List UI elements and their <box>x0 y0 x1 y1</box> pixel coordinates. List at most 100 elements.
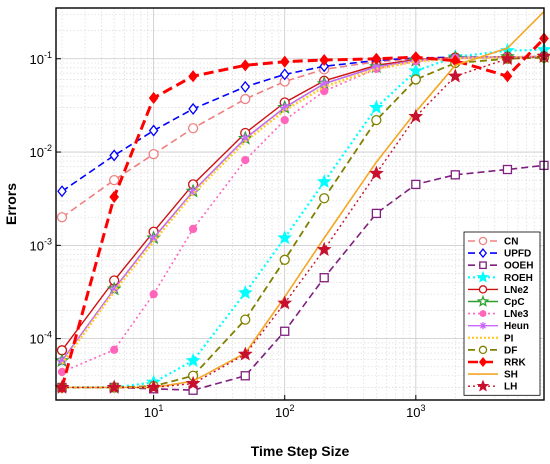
grid <box>56 8 544 400</box>
legend-label: LNe2 <box>504 285 529 296</box>
rrk-marker <box>319 53 330 67</box>
legend-entry-roeh: ROEH <box>468 270 533 284</box>
df-marker <box>410 74 421 85</box>
rrk-marker <box>371 52 382 65</box>
legend-label: ROEH <box>504 273 533 284</box>
cn-marker <box>240 93 251 105</box>
y-tick-label: 10-3 <box>30 236 52 253</box>
cn-marker <box>187 123 199 134</box>
roeh-marker <box>369 99 384 114</box>
upfd-marker <box>279 68 290 81</box>
lh-marker <box>408 108 424 123</box>
roeh-marker <box>316 173 332 189</box>
heun-marker <box>57 356 67 366</box>
legend-entry-sh: SH <box>468 370 518 381</box>
legend-label: CN <box>504 237 518 248</box>
lne3-marker <box>57 367 67 377</box>
legend-entry-pi: PI <box>468 333 514 344</box>
legend-label: RRK <box>504 358 526 369</box>
ooeh-marker <box>450 170 460 180</box>
legend-label: LH <box>504 382 517 393</box>
legend-label: LNe3 <box>504 309 529 320</box>
rrk-marker <box>148 91 159 105</box>
df-marker <box>279 254 290 265</box>
lne3-marker <box>149 289 158 299</box>
heun-marker <box>109 284 119 294</box>
ooeh-marker <box>479 261 487 270</box>
lh-marker <box>500 51 515 66</box>
x-tick-label: 103 <box>406 403 425 420</box>
roeh-marker <box>185 352 201 368</box>
ooeh-marker <box>319 273 329 283</box>
legend-label: Heun <box>504 321 529 332</box>
rrk-marker <box>240 59 251 72</box>
lh-marker <box>237 346 253 361</box>
legend-label: DF <box>504 345 517 356</box>
upfd-marker <box>57 185 67 198</box>
upfd-marker <box>109 149 119 162</box>
legend-label: OOEH <box>504 261 533 272</box>
legend-label: UPFD <box>504 249 531 260</box>
legend-label: PI <box>504 333 514 344</box>
rrk-marker <box>188 70 198 83</box>
y-tick-label: 10-2 <box>30 143 52 160</box>
rrk-marker <box>502 70 513 83</box>
upfd-marker <box>478 248 488 259</box>
legend-entry-heun: Heun <box>468 321 529 332</box>
df-marker <box>319 193 330 204</box>
rrk-marker <box>279 55 290 68</box>
upfd-marker <box>319 60 330 73</box>
heun-marker <box>280 103 290 113</box>
heun-marker <box>319 79 329 89</box>
legend-entry-upfd: UPFD <box>468 248 531 260</box>
cn-marker <box>148 148 159 160</box>
ticks: 101 102 103 10-4 10-3 10-2 10-1 <box>30 50 426 420</box>
series-line-ooeh <box>62 164 545 392</box>
df-marker <box>478 345 488 355</box>
lne3-marker <box>241 155 250 165</box>
lh-marker <box>54 379 70 394</box>
x-tick-label: 102 <box>275 403 294 420</box>
roeh-marker <box>237 285 253 300</box>
legend-entry-rrk: RRK <box>468 356 526 369</box>
series-pi <box>60 55 545 365</box>
plot-frame <box>55 7 545 401</box>
lne2-marker <box>478 285 488 294</box>
cn-marker <box>109 174 120 186</box>
legend-entry-cpc: CpC <box>468 294 525 308</box>
series-line-pi <box>60 55 545 365</box>
lh-marker <box>447 68 463 83</box>
legend-entry-lne3: LNe3 <box>468 309 529 320</box>
x-tick-label: 101 <box>144 403 163 420</box>
cn-marker <box>56 212 68 223</box>
roeh-marker <box>277 230 293 245</box>
ooeh-marker <box>280 326 290 336</box>
legend-entry-df: DF <box>468 345 517 356</box>
legend-entry-cn: CN <box>468 237 518 248</box>
cn-marker <box>478 236 488 246</box>
y-axis-title: Errors <box>3 183 19 225</box>
rrk-marker <box>478 356 488 368</box>
heun-marker <box>188 186 198 196</box>
ooeh-marker <box>411 179 421 190</box>
y-tick-label: 10-1 <box>30 50 52 67</box>
lh-marker <box>185 375 201 390</box>
lne3-marker <box>188 224 198 234</box>
lh-marker <box>106 379 122 394</box>
legend-box <box>463 231 541 396</box>
series-lh <box>54 48 550 394</box>
df-marker <box>240 314 251 325</box>
series-line-roeh <box>62 48 545 389</box>
lh-marker <box>316 241 332 256</box>
ooeh-marker <box>240 371 250 381</box>
series-line-rrk <box>60 37 546 388</box>
lne3-marker <box>110 345 119 354</box>
lne3-marker <box>479 310 487 318</box>
upfd-marker <box>240 80 251 93</box>
lh-marker <box>146 379 161 394</box>
upfd-marker <box>188 102 198 115</box>
roeh-marker <box>476 270 490 283</box>
legend-label: CpC <box>504 297 525 308</box>
